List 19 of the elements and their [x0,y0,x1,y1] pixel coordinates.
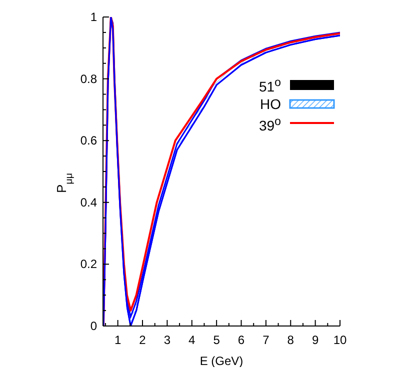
y-tick-label: 0.4 [80,195,98,210]
y-tick-label: 0.2 [80,257,98,272]
x-tick-label: 2 [139,333,146,347]
x-tick-label: 6 [238,333,245,347]
x-tick-label: 10 [333,333,347,347]
x-tick-label: 7 [262,333,270,347]
y-tick-label: 0.6 [80,134,98,148]
x-tick-label: 3 [164,333,171,347]
x-tick-label: 1 [114,333,122,347]
x-tick-label: 9 [312,333,319,347]
text: HO [258,96,283,113]
y-tick-label: 1 [90,10,98,24]
legend-label: 39$^{o}$ [256,112,283,134]
x-tick-label: 8 [287,333,294,347]
x-tick-label: 4 [188,333,196,347]
x-tick-label: 5 [213,333,220,347]
legend-label: 51$^{o}$ [256,74,283,96]
y-tick-label: 0 [90,319,98,333]
y-tick-label: 0.8 [80,72,98,86]
